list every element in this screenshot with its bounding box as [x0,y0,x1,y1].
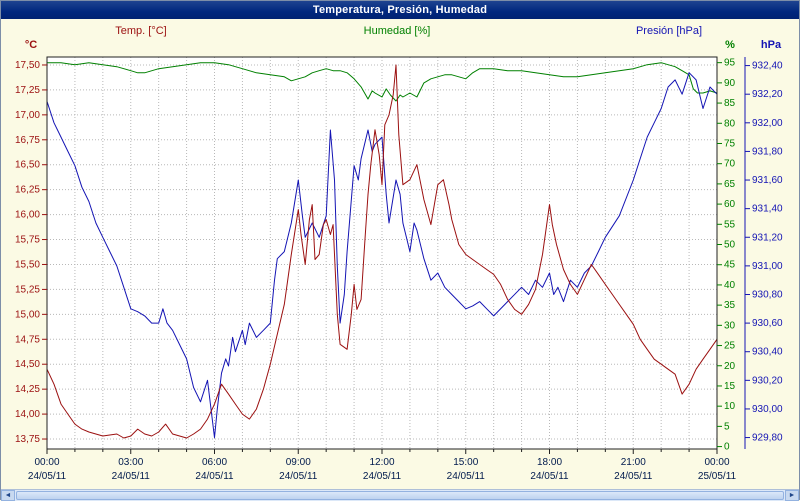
svg-text:929,80: 929,80 [752,433,783,444]
svg-text:931,40: 931,40 [752,204,783,215]
svg-text:930,00: 930,00 [752,404,783,415]
chart-area: 13,75 14,00 14,25 14,50 14,75 15,00 15,25 15,50… [1,19,799,489]
svg-text:25/05/11: 25/05/11 [698,471,737,482]
svg-text:80: 80 [724,118,736,129]
svg-text:15,50: 15,50 [15,259,40,270]
svg-text:931,00: 931,00 [752,261,783,272]
svg-text:35: 35 [724,300,736,311]
svg-text:75: 75 [724,138,736,149]
svg-text:17,50: 17,50 [15,60,40,71]
svg-text:60: 60 [724,199,736,210]
chart-canvas: 13,75 14,00 14,25 14,50 14,75 15,00 15,25 15,50… [15,25,783,482]
svg-text:90: 90 [724,78,736,89]
svg-text:Temp. [°C]: Temp. [°C] [115,25,166,37]
svg-text:932,40: 932,40 [752,61,783,72]
svg-text:24/05/11: 24/05/11 [530,471,569,482]
svg-text:15,75: 15,75 [15,235,40,246]
svg-text:65: 65 [724,179,736,190]
scrollbar-track[interactable] [15,490,785,501]
svg-text:13,75: 13,75 [15,434,40,445]
svg-text:hPa: hPa [761,39,782,51]
svg-text:15:00: 15:00 [453,457,478,468]
svg-text:Presión [hPa]: Presión [hPa] [636,25,702,37]
svg-text:18:00: 18:00 [537,457,562,468]
svg-text:930,20: 930,20 [752,375,783,386]
svg-text:45: 45 [724,260,736,271]
svg-text:30: 30 [724,320,736,331]
svg-text:14,50: 14,50 [15,359,40,370]
svg-text:00:00: 00:00 [34,457,59,468]
svg-text:Humedad [%]: Humedad [%] [364,25,431,37]
svg-text:14,00: 14,00 [15,409,40,420]
svg-text:5: 5 [724,421,730,432]
svg-text:16,75: 16,75 [15,135,40,146]
svg-text:930,60: 930,60 [752,318,783,329]
svg-text:40: 40 [724,280,736,291]
svg-text:15,00: 15,00 [15,309,40,320]
svg-text:55: 55 [724,219,736,230]
horizontal-scrollbar[interactable]: ◄ ► [1,489,799,501]
svg-text:24/05/11: 24/05/11 [447,471,486,482]
svg-text:0: 0 [724,442,730,453]
svg-text:24/05/11: 24/05/11 [195,471,234,482]
svg-text:14,25: 14,25 [15,384,40,395]
svg-text:16,00: 16,00 [15,210,40,221]
svg-text:16,50: 16,50 [15,160,40,171]
svg-text:932,00: 932,00 [752,118,783,129]
svg-text:15,25: 15,25 [15,284,40,295]
svg-text:932,20: 932,20 [752,89,783,100]
svg-text:12:00: 12:00 [369,457,394,468]
svg-text:50: 50 [724,240,736,251]
svg-text:95: 95 [724,58,736,69]
scroll-left-button[interactable]: ◄ [1,490,15,501]
svg-text:931,20: 931,20 [752,232,783,243]
svg-text:24/05/11: 24/05/11 [614,471,653,482]
svg-text:°C: °C [25,39,37,51]
svg-text:00:00: 00:00 [704,457,729,468]
svg-text:931,80: 931,80 [752,146,783,157]
svg-text:85: 85 [724,98,736,109]
svg-text:10: 10 [724,401,736,412]
svg-text:03:00: 03:00 [118,457,143,468]
title-bar: Temperatura, Presión, Humedad [1,1,799,19]
svg-text:930,80: 930,80 [752,289,783,300]
svg-text:930,40: 930,40 [752,347,783,358]
svg-text:24/05/11: 24/05/11 [112,471,151,482]
svg-text:15: 15 [724,381,736,392]
svg-text:24/05/11: 24/05/11 [279,471,318,482]
svg-text:931,60: 931,60 [752,175,783,186]
svg-text:70: 70 [724,159,736,170]
svg-text:17,00: 17,00 [15,110,40,121]
svg-text:14,75: 14,75 [15,334,40,345]
svg-text:09:00: 09:00 [286,457,311,468]
svg-text:24/05/11: 24/05/11 [28,471,67,482]
svg-text:17,25: 17,25 [15,85,40,96]
svg-text:25: 25 [724,341,736,352]
scroll-right-button[interactable]: ► [785,490,799,501]
scrollbar-thumb[interactable] [16,491,784,500]
svg-text:21:00: 21:00 [621,457,646,468]
svg-text:24/05/11: 24/05/11 [363,471,402,482]
svg-text:06:00: 06:00 [202,457,227,468]
svg-text:20: 20 [724,361,736,372]
svg-text:16,25: 16,25 [15,185,40,196]
window-title: Temperatura, Presión, Humedad [312,4,488,16]
svg-text:%: % [725,39,735,51]
